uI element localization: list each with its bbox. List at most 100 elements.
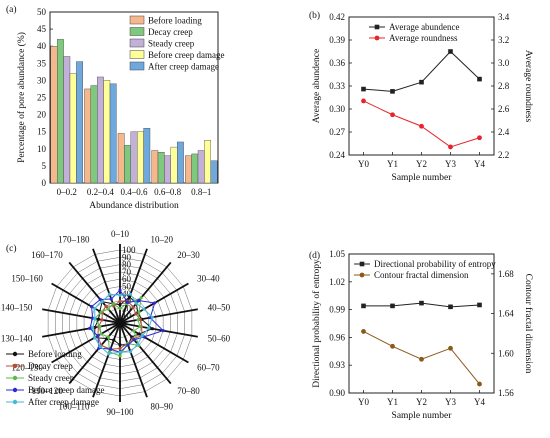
y-tick-label-d: 1.02 xyxy=(329,277,345,287)
point-directional-probability-of-entropy xyxy=(361,303,366,309)
radar-point-before-creep-damage xyxy=(89,304,94,309)
y-tick-label-a: 15 xyxy=(37,127,47,137)
x-axis-label-a: Abundance distribution xyxy=(89,201,179,211)
radar-spoke xyxy=(92,322,121,398)
legend-label-c: Steady creep xyxy=(28,373,75,383)
radar-r-tick-label: 20 xyxy=(122,303,132,313)
panel-label-c: (c) xyxy=(6,243,17,254)
radar-point-steady-creep xyxy=(139,296,143,300)
legend-label-c: Decay creep xyxy=(28,361,73,371)
radar-point-before-loading xyxy=(137,332,141,336)
radar-spoke xyxy=(119,322,189,364)
legend-label-c: Before creep damage xyxy=(28,385,104,395)
radar-point-after-creep-damage xyxy=(91,326,95,330)
radar-point-after-creep-damage xyxy=(93,306,97,310)
radar-point-before-creep-damage xyxy=(137,299,141,303)
radar-category-label: 50–60 xyxy=(208,333,231,343)
x-axis-label-b: Sample number xyxy=(392,173,453,183)
point-average-roundness xyxy=(477,135,482,141)
radar-spoke xyxy=(92,248,121,324)
bar-before-creep-damage xyxy=(69,73,77,184)
radar-category-label: 30–40 xyxy=(197,274,220,284)
radar-point-after-creep-damage xyxy=(107,352,111,356)
radar-point-steady-creep xyxy=(106,335,110,339)
radar-category-label: 0–10 xyxy=(111,229,130,239)
point-average-abundence xyxy=(390,89,395,94)
bar-decay-creep xyxy=(191,153,199,184)
y-axis-label-a: Percentage of pore abundance (%) xyxy=(16,32,27,163)
radar-r-tick-label: 60 xyxy=(122,274,132,284)
radar-point-before-creep-damage xyxy=(96,334,100,338)
radar-point-after-creep-damage xyxy=(140,334,144,338)
bar-before-creep-damage xyxy=(136,131,144,184)
radar-point-before-creep-damage xyxy=(98,297,102,302)
x-tick-label-a: 0–0.2 xyxy=(57,187,77,197)
radar-r-tick-label: 40 xyxy=(122,289,132,299)
radar-category-label: 80–90 xyxy=(150,402,173,412)
radar-category-label: 150–160 xyxy=(11,274,43,284)
radar-point-before-creep-damage xyxy=(88,326,92,330)
legend-marker-c xyxy=(12,351,18,357)
radar-point-before-creep-damage xyxy=(118,288,122,292)
y-tick-label-a: 45 xyxy=(37,24,47,34)
radar-spoke xyxy=(51,322,121,364)
point-average-abundence xyxy=(448,49,453,54)
radar-point-before-loading xyxy=(150,327,154,331)
radar-point-decay-creep xyxy=(118,299,122,303)
radar-spoke xyxy=(51,282,121,324)
y-tick-label-b: 0.27 xyxy=(329,127,345,137)
panel-label-d: (d) xyxy=(309,250,320,261)
radar-point-steady-creep xyxy=(98,324,102,329)
x-axis-label-d: Sample number xyxy=(392,411,453,421)
radar-category-label: 60–70 xyxy=(197,363,220,373)
legend-marker-c xyxy=(12,363,18,369)
bar-before-loading xyxy=(151,150,159,184)
radar-r-tick-label: 80 xyxy=(122,260,132,270)
radar-r-tick-label: 90 xyxy=(122,252,132,262)
radar-point-after-creep-damage xyxy=(128,292,133,296)
y-tick-label-b: 0.39 xyxy=(329,35,345,45)
bar-decay-creep xyxy=(90,85,98,184)
legend-label-b: Average abundence xyxy=(389,22,460,32)
radar-r-tick-label: 0 xyxy=(122,318,127,328)
legend-label-a: Steady creep xyxy=(148,39,195,49)
radar-point-steady-creep xyxy=(106,307,110,311)
radar-point-before-loading xyxy=(96,317,101,321)
radar-category-label: 100–110 xyxy=(58,402,90,412)
point-contour-fractal-dimension xyxy=(419,356,424,362)
radar-point-before-creep-damage xyxy=(126,343,130,347)
radar-point-before-creep-damage xyxy=(108,347,113,351)
point-contour-fractal-dimension xyxy=(390,343,395,349)
radar-point-decay-creep xyxy=(104,304,108,308)
bar-after-creep-damage xyxy=(210,160,218,184)
series-line-average-abundence xyxy=(363,50,480,92)
bar-before-loading xyxy=(117,133,125,184)
point-average-abundence xyxy=(419,79,424,85)
panel-label-a: (a) xyxy=(6,4,17,15)
radar-spoke xyxy=(42,308,121,324)
panel-label-b: (b) xyxy=(309,10,320,21)
radar-point-before-loading xyxy=(112,338,116,342)
x-tick-label-d: Y3 xyxy=(445,397,456,407)
point-contour-fractal-dimension xyxy=(361,329,366,334)
legend-marker-b xyxy=(374,35,380,41)
legend-label-a: Decay creep xyxy=(148,27,193,37)
y2-tick-label-b: 2.4 xyxy=(498,127,510,137)
legend-marker-c xyxy=(12,387,18,393)
radar-point-after-creep-damage xyxy=(150,315,154,319)
y2-tick-label-b: 2.2 xyxy=(498,150,509,160)
y-tick-label-d: 0.90 xyxy=(329,388,345,398)
bar-decay-creep xyxy=(124,145,132,184)
radar-point-after-creep-damage xyxy=(128,350,133,354)
radar-point-after-creep-damage xyxy=(93,336,97,340)
radar-r-tick-label: 10 xyxy=(122,311,132,321)
bar-steady-creep xyxy=(63,56,71,184)
y2-tick-label-b: 3.4 xyxy=(498,12,510,22)
radar-point-steady-creep xyxy=(132,329,136,333)
y2-tick-label-d: 1.56 xyxy=(498,388,514,398)
legend-label-a: After creep damage xyxy=(148,62,219,72)
radar-point-before-creep-damage xyxy=(132,338,136,342)
y-tick-label-b: 0.30 xyxy=(329,104,345,114)
x-tick-label-b: Y4 xyxy=(474,159,485,169)
x-tick-label-a: 0.6–0.8 xyxy=(154,187,182,197)
